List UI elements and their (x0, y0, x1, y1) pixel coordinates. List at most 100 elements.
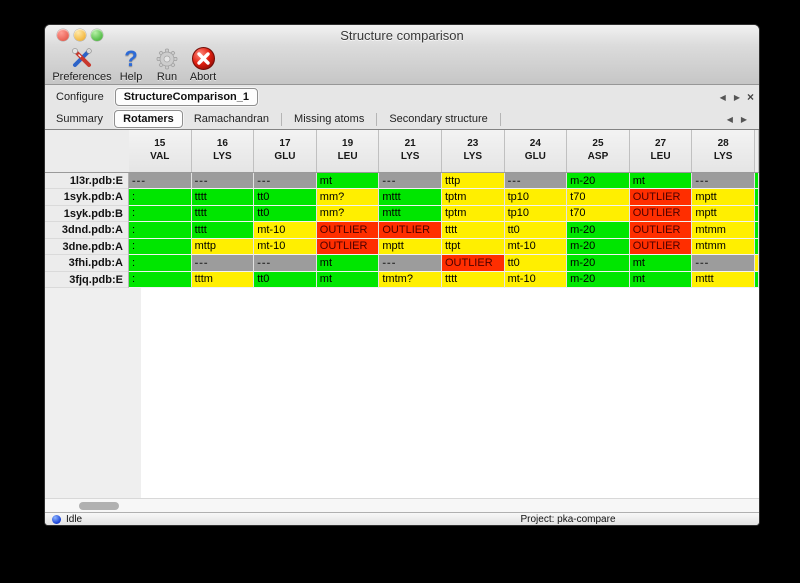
rotamer-cell[interactable]: OUTLIER (629, 222, 693, 239)
rotamer-cell[interactable]: mptt (692, 189, 755, 206)
column-header-27[interactable]: 27 LEU (629, 130, 693, 172)
column-header-28[interactable]: 28 LYS (692, 130, 755, 172)
rotamer-cell[interactable]: --- (692, 255, 755, 272)
zoom-window-button[interactable] (91, 29, 103, 41)
tab-scroll-right-icon[interactable]: ▶ (733, 92, 740, 102)
rotamer-cell[interactable]: m-20 (567, 173, 630, 190)
column-header-16[interactable]: 16 LYS (191, 130, 255, 172)
rotamer-cell[interactable]: --- (191, 173, 255, 190)
row-header-3dne.pdb:A[interactable]: 3dne.pdb:A (45, 238, 129, 256)
rotamer-cell[interactable]: tttt (191, 222, 255, 239)
rotamer-cell[interactable]: OUTLIER (316, 222, 380, 239)
row-header-1syk.pdb:B[interactable]: 1syk.pdb:B (45, 205, 129, 223)
rotamer-cell[interactable]: tt0 (254, 271, 317, 288)
rotamer-cell[interactable]: OUTLIER (316, 238, 380, 256)
rotamer-cell-clipped[interactable] (754, 189, 759, 206)
rotamer-cell[interactable]: tttm (191, 271, 255, 288)
run-button[interactable]: Run (149, 46, 185, 83)
row-header-3fhi.pdb:A[interactable]: 3fhi.pdb:A (45, 255, 129, 272)
rotamer-cell[interactable]: mttt (379, 205, 442, 223)
tab-scroll-left-icon[interactable]: ◀ (719, 92, 726, 102)
rotamer-cell[interactable]: --- (692, 173, 755, 190)
rotamer-cell[interactable]: mt (316, 173, 380, 190)
row-header-1syk.pdb:A[interactable]: 1syk.pdb:A (45, 189, 129, 206)
rotamer-cell[interactable]: mt (316, 255, 380, 272)
rotamer-cell[interactable]: mt-10 (504, 271, 568, 288)
rotamer-cell[interactable]: tt0 (254, 205, 317, 223)
abort-button[interactable]: Abort (185, 46, 221, 83)
rotamer-cell[interactable]: m-20 (567, 271, 630, 288)
tab-configure[interactable]: Configure (56, 91, 104, 103)
rotamer-cell[interactable]: : (129, 222, 192, 239)
rotamer-cell[interactable]: mt (629, 255, 693, 272)
rotamer-cell[interactable]: m-20 (567, 255, 630, 272)
rotamer-cell[interactable]: mttt (692, 271, 755, 288)
tab-rotamers-selected[interactable]: Rotamers (114, 110, 183, 128)
titlebar[interactable]: Structure comparison (45, 25, 759, 45)
tab-summary[interactable]: Summary (56, 113, 104, 125)
rotamer-cell[interactable]: tttp (441, 173, 505, 190)
tab-structurecomparison-1-selected[interactable]: StructureComparison_1 (114, 88, 259, 106)
rotamer-cell[interactable]: tptm (441, 205, 505, 223)
row-header-1l3r.pdb:E[interactable]: 1l3r.pdb:E (45, 173, 129, 190)
rotamer-cell[interactable]: OUTLIER (629, 238, 693, 256)
column-header-15[interactable]: 15 VAL (129, 130, 192, 172)
rotamer-cell[interactable]: tt0 (254, 189, 317, 206)
column-header-23[interactable]: 23 LYS (441, 130, 505, 172)
column-header-25[interactable]: 25 ASP (567, 130, 630, 172)
rotamer-cell[interactable]: mt (316, 271, 380, 288)
rotamer-cell[interactable]: OUTLIER (629, 205, 693, 223)
rotamer-cell[interactable]: tt0 (504, 255, 568, 272)
rotamer-cell[interactable]: tp10 (504, 189, 568, 206)
rotamer-cell-clipped[interactable] (754, 238, 759, 256)
rotamer-cell[interactable]: t70 (567, 189, 630, 206)
rotamer-cell[interactable]: mt-10 (254, 238, 317, 256)
column-header-24[interactable]: 24 GLU (504, 130, 568, 172)
close-window-button[interactable] (57, 29, 69, 41)
rotamer-cell[interactable]: mm? (316, 205, 380, 223)
rotamer-cell-clipped[interactable] (754, 255, 759, 272)
rotamer-cell[interactable]: --- (254, 173, 317, 190)
rotamer-cell[interactable]: mt-10 (254, 222, 317, 239)
rotamer-cell[interactable]: mt (629, 271, 693, 288)
tab-secondary-structure[interactable]: Secondary structure (389, 113, 488, 125)
rotamer-cell[interactable]: tttt (441, 222, 505, 239)
preferences-button[interactable]: Preferences (51, 46, 113, 83)
rotamer-cell[interactable]: : (129, 271, 192, 288)
rotamer-cell[interactable]: tttt (441, 271, 505, 288)
help-button[interactable]: ? Help (113, 46, 149, 83)
rotamer-cell[interactable]: m-20 (567, 222, 630, 239)
tab-missing-atoms[interactable]: Missing atoms (294, 113, 365, 125)
rotamer-cell[interactable]: --- (504, 173, 568, 190)
horizontal-scrollbar[interactable] (45, 498, 759, 512)
rotamer-cell[interactable]: --- (379, 173, 442, 190)
rotamer-cell[interactable]: tttt (191, 189, 255, 206)
rotamer-cell[interactable]: mt-10 (504, 238, 568, 256)
rotamer-cell[interactable]: OUTLIER (441, 255, 505, 272)
rotamer-cell[interactable]: mtmm (692, 238, 755, 256)
rotamer-cell[interactable]: --- (129, 173, 192, 190)
scrollbar-thumb[interactable] (79, 502, 119, 510)
tab-scroll-left-icon[interactable]: ◀ (726, 114, 733, 124)
row-header-3fjq.pdb:E[interactable]: 3fjq.pdb:E (45, 271, 129, 288)
rotamer-cell[interactable]: : (129, 255, 192, 272)
rotamer-cell[interactable]: --- (379, 255, 442, 272)
rotamer-cell[interactable]: tttt (191, 205, 255, 223)
row-header-3dnd.pdb:A[interactable]: 3dnd.pdb:A (45, 222, 129, 239)
rotamer-cell[interactable]: m-20 (567, 238, 630, 256)
tab-close-icon[interactable]: × (746, 90, 754, 104)
column-header-17[interactable]: 17 GLU (254, 130, 317, 172)
rotamer-cell[interactable]: t70 (567, 205, 630, 223)
rotamer-cell[interactable]: : (129, 205, 192, 223)
rotamer-cell[interactable]: mptt (379, 238, 442, 256)
rotamer-cell-clipped[interactable] (754, 271, 759, 288)
rotamer-cell[interactable]: mptt (692, 205, 755, 223)
rotamer-cell[interactable]: tp10 (504, 205, 568, 223)
rotamer-cell[interactable]: tt0 (504, 222, 568, 239)
rotamer-cell[interactable]: OUTLIER (379, 222, 442, 239)
rotamer-cell[interactable]: --- (254, 255, 317, 272)
minimize-window-button[interactable] (74, 29, 86, 41)
rotamer-cell[interactable]: : (129, 238, 192, 256)
rotamer-cell[interactable]: mt (629, 173, 693, 190)
rotamer-cell[interactable]: : (129, 189, 192, 206)
